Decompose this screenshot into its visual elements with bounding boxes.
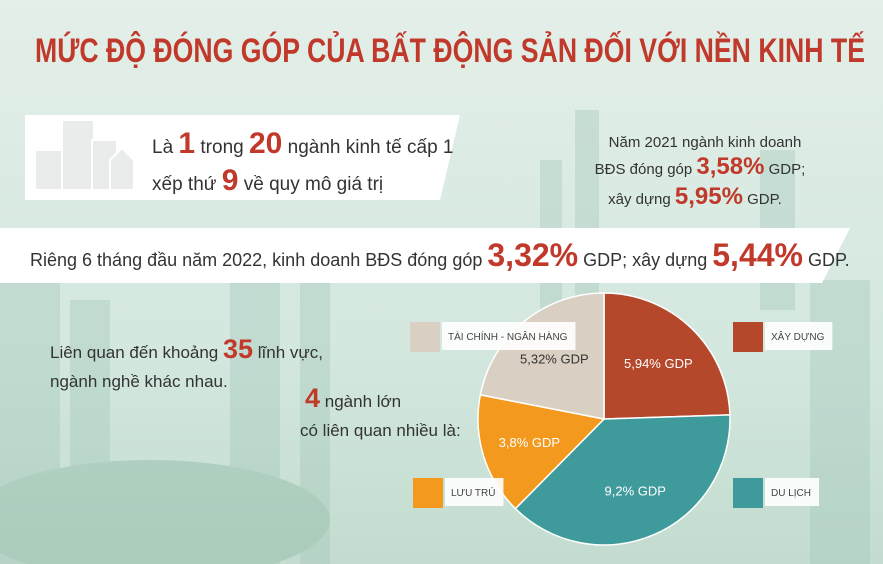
legend-label: TÀI CHÍNH - NGÂN HÀNG bbox=[448, 330, 568, 343]
text: ngành kinh tế cấp 1 bbox=[288, 137, 454, 158]
highlight: 35 bbox=[223, 334, 253, 364]
slice-label: 5,94% GDP bbox=[624, 356, 693, 371]
rank-line-1: Là 1 trong 20 ngành kinh tế cấp 1 bbox=[152, 127, 454, 160]
rank-line-2: xếp thứ 9 về quy mô giá trị bbox=[152, 164, 383, 197]
sectors-line-2: có liên quan nhiều là: bbox=[300, 421, 461, 440]
pie-slice bbox=[477, 393, 606, 510]
text: GDP. bbox=[808, 250, 850, 270]
slice-label: 3,8% GDP bbox=[499, 435, 560, 450]
text: GDP; xây dựng bbox=[583, 250, 707, 270]
banner bbox=[0, 228, 850, 283]
highlight: 3,32% bbox=[487, 237, 578, 273]
highlight: 9 bbox=[222, 164, 239, 197]
text: Là bbox=[152, 137, 174, 158]
sectors-line-1: 4 ngành lớn bbox=[305, 383, 401, 413]
pie-chart: 5,94% GDP XÂY DỰNG 9,2% GDP DU LỊCH 3,8% GDP… bbox=[410, 292, 833, 546]
text: GDP; bbox=[769, 161, 806, 178]
text: ngành lớn bbox=[325, 392, 401, 411]
legend-box bbox=[445, 478, 504, 506]
legend-label: LƯU TRÚ bbox=[451, 486, 495, 499]
text: xây dựng bbox=[608, 191, 671, 208]
year-line-2: BĐS đóng góp 3,58% GDP; bbox=[595, 153, 806, 180]
pie-slice bbox=[514, 414, 731, 546]
banner-text: Riêng 6 tháng đầu năm 2022, kinh doanh B… bbox=[30, 237, 850, 273]
slice-label: 5,32% GDP bbox=[520, 352, 589, 367]
fields-line-2: ngành nghề khác nhau. bbox=[50, 372, 228, 391]
legend-box bbox=[765, 322, 833, 350]
highlight: 20 bbox=[249, 127, 282, 160]
legend-label: XÂY DỰNG bbox=[771, 330, 825, 343]
text: trong bbox=[200, 137, 243, 158]
legend-label: DU LỊCH bbox=[771, 488, 811, 499]
slice-label: 9,2% GDP bbox=[605, 484, 666, 499]
legend-swatch bbox=[733, 322, 763, 352]
year-line-1: Năm 2021 ngành kinh doanh bbox=[609, 134, 802, 151]
legend-swatch bbox=[413, 478, 443, 508]
text: BĐS đóng góp bbox=[595, 161, 693, 178]
legend-swatch bbox=[410, 322, 440, 352]
highlight: 4 bbox=[305, 383, 320, 413]
text: Riêng 6 tháng đầu năm 2022, kinh doanh B… bbox=[30, 250, 482, 270]
year-line-3: xây dựng 5,95% GDP. bbox=[608, 183, 782, 210]
legend-box bbox=[442, 322, 576, 350]
highlight: 5,95% bbox=[675, 183, 743, 210]
fields-line-1: Liên quan đến khoảng 35 lĩnh vực, bbox=[50, 334, 323, 364]
legend-box bbox=[765, 478, 820, 506]
highlight: 5,44% bbox=[712, 237, 803, 273]
text: xếp thứ bbox=[152, 174, 217, 195]
text: Liên quan đến khoảng bbox=[50, 343, 218, 362]
pie-slice bbox=[603, 292, 731, 420]
building-icon bbox=[34, 119, 135, 191]
text: về quy mô giá trị bbox=[244, 174, 383, 195]
text: GDP. bbox=[747, 191, 782, 208]
legend-swatch bbox=[733, 478, 763, 508]
highlight: 3,58% bbox=[696, 153, 764, 180]
text: lĩnh vực, bbox=[258, 343, 323, 362]
title: MỨC ĐỘ ĐÓNG GÓP CỦA BẤT ĐỘNG SẢN ĐỐI VỚI… bbox=[35, 31, 865, 70]
highlight: 1 bbox=[178, 127, 195, 160]
